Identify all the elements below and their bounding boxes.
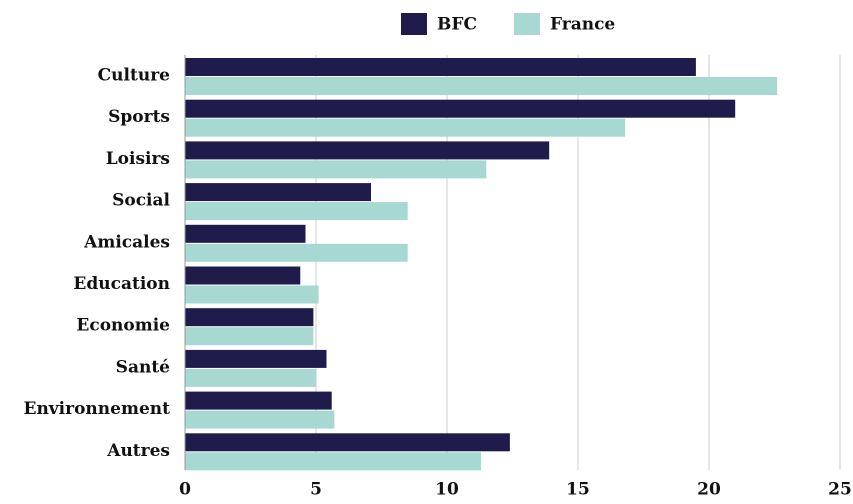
x-tick-label: 20: [697, 480, 721, 500]
x-tick-label: 5: [310, 480, 322, 500]
y-tick-label: Santé: [116, 357, 171, 377]
bar: [185, 118, 626, 137]
bar: [185, 202, 408, 221]
bar: [185, 77, 778, 95]
y-tick-label: Culture: [98, 66, 171, 86]
bar: [185, 141, 550, 160]
bar: [185, 243, 408, 262]
bar: [185, 266, 301, 285]
bar: [185, 160, 487, 179]
bar: [185, 349, 327, 368]
bar: [185, 308, 314, 327]
bar: [185, 433, 510, 452]
bar: [185, 285, 319, 304]
bar: [185, 327, 314, 346]
bar: [185, 410, 335, 429]
y-tick-label: Social: [112, 191, 170, 211]
y-tick-label: Autres: [106, 441, 170, 461]
bar: [185, 391, 332, 410]
bar: [185, 99, 736, 118]
x-tick-label: 15: [566, 480, 590, 500]
y-tick-label: Economie: [76, 316, 170, 336]
y-tick-label: Loisirs: [106, 149, 170, 169]
y-tick-label: Sports: [108, 107, 170, 127]
bar: [185, 452, 482, 471]
bar: [185, 368, 316, 387]
bar: [185, 58, 696, 76]
legend-label: France: [550, 15, 615, 35]
y-tick-label: Environnement: [23, 399, 170, 419]
legend-label: BFC: [437, 15, 477, 35]
y-tick-label: Education: [73, 274, 170, 294]
bar: [185, 183, 372, 202]
y-tick-label: Amicales: [83, 232, 170, 252]
x-tick-label: 10: [435, 480, 459, 500]
x-tick-label: 0: [179, 480, 191, 500]
bar: [185, 224, 306, 243]
legend-swatch: [513, 13, 540, 35]
x-tick-label: 25: [828, 480, 852, 500]
legend-swatch: [401, 13, 427, 35]
